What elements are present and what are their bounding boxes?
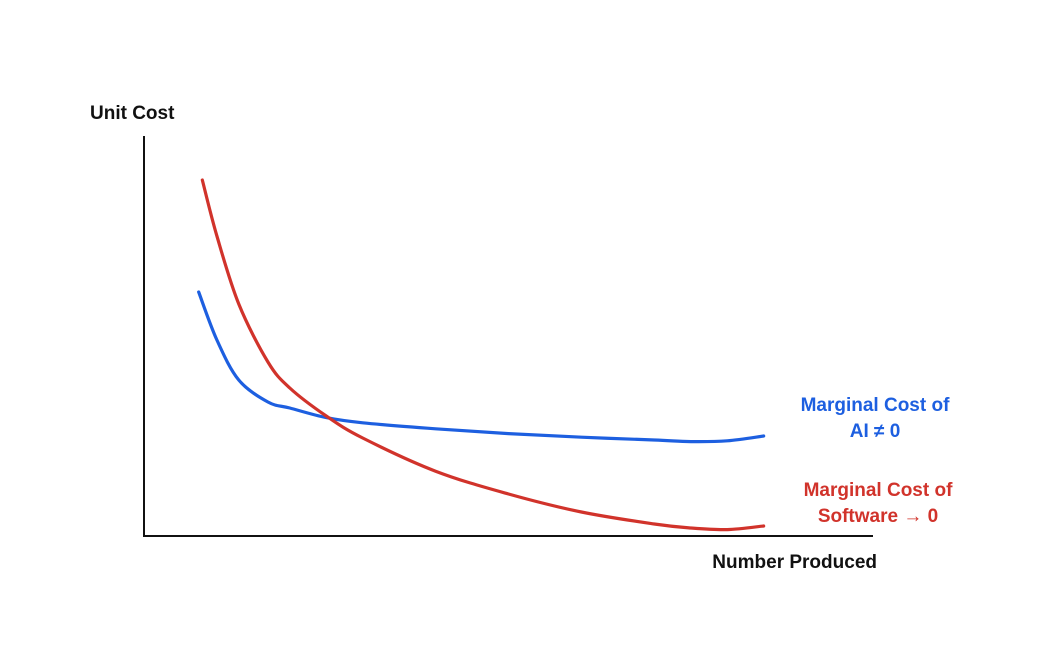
series-line-1 [200,178,766,532]
series-line-0 [197,290,766,444]
x-axis-title: Number Produced [712,552,877,573]
series-label-line: Marginal Cost of [804,480,954,501]
series-label-0: Marginal Cost of AI ≠ 0 [801,395,951,442]
series-label-1: Marginal Cost of Software → 0 [804,480,954,527]
series-label-line: Software → 0 [818,506,938,527]
series-layer [197,178,766,532]
series-label-line: Marginal Cost of [801,395,951,416]
series-label-line: AI ≠ 0 [850,421,901,442]
series-labels: Marginal Cost of AI ≠ 0 Marginal Cost of So… [801,395,954,527]
y-axis-title: Unit Cost [90,103,175,124]
